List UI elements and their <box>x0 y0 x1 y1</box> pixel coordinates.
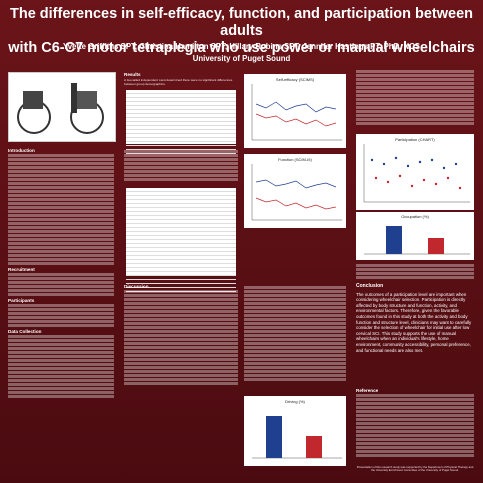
chart-title: Occupation (%) <box>401 214 429 219</box>
chart-participation: Participation (CHART) <box>356 134 474 210</box>
heading-conclusion: Conclusion <box>356 283 384 289</box>
authors: Yvette Griffiths SPT, Christina Hamilton… <box>63 42 420 51</box>
title-line-1: The differences in self-efficacy, functi… <box>9 6 473 39</box>
heading-references: Reference <box>356 388 379 393</box>
chart-title: Driving (%) <box>285 399 305 404</box>
acknowledgement: Presentation of this research study was … <box>356 465 474 473</box>
chart-driving: Driving (%) <box>244 396 346 466</box>
demographics-table <box>126 90 236 154</box>
affiliation: University of Puget Sound <box>192 54 291 63</box>
chart-title: Function (SCIM-III) <box>278 157 312 162</box>
heading-discussion: Discussion <box>124 284 149 289</box>
outcomes-table <box>126 188 236 292</box>
results-intro: A two-tailed independent t-test determin… <box>124 78 233 86</box>
chart-title: Participation (CHART) <box>395 137 435 142</box>
conclusion-text: The outcomes of a participation level ar… <box>356 291 472 353</box>
heading-introduction: Introduction <box>8 148 35 153</box>
heading-participants: Participants <box>8 298 35 303</box>
title-line-2: with C6-C7 motor tetraplegia who use pow… <box>8 40 475 56</box>
heading-results: Results <box>124 72 141 77</box>
references: Reference <box>356 386 474 458</box>
wheelchair-illustration <box>17 83 104 134</box>
discussion-continued <box>244 286 346 382</box>
heading-recruitment: Recruitment <box>8 267 35 272</box>
chart-occupation: Occupation (%) <box>356 212 474 260</box>
limitations <box>356 264 474 280</box>
column-2: Results A two-tailed independent t-test … <box>124 70 238 88</box>
conclusion: Conclusion The outcomes of a participati… <box>356 283 474 353</box>
results-text <box>124 150 238 182</box>
poster-title: The differences in self-efficacy, functi… <box>6 6 477 57</box>
column-4 <box>356 70 474 126</box>
column-1: Introduction Recruitment Participants Da… <box>8 146 114 399</box>
chart-function: Function (SCIM-III) <box>244 154 346 228</box>
wheelchair-images <box>8 72 116 142</box>
chart-title: Self-efficacy (SCIMS) <box>276 77 315 82</box>
heading-data-collection: Data Collection <box>8 329 42 334</box>
column-2-lower: Discussion <box>124 282 238 386</box>
chart-self-efficacy: Self-efficacy (SCIMS) <box>244 74 346 148</box>
